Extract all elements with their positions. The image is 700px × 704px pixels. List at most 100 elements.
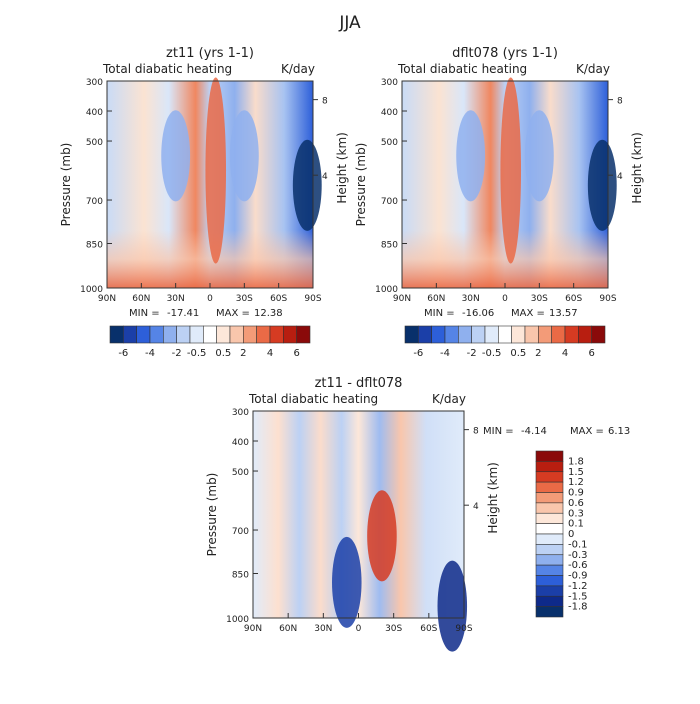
x-tick-label: 30S xyxy=(236,294,253,304)
y2-tick-label: 8 xyxy=(322,97,328,107)
y-tick-label: 700 xyxy=(232,527,249,537)
colorbar-label: 1.8 xyxy=(568,456,584,467)
y2-tick-label: 4 xyxy=(322,172,328,182)
x-tick-label: 60S xyxy=(565,294,582,304)
panels: zt11 (yrs 1-1)Total diabatic heating K/da… xyxy=(59,46,644,652)
x-tick-label: 30S xyxy=(531,294,548,304)
y-tick-label: 1000 xyxy=(375,285,398,295)
colorbar-label: 2 xyxy=(535,348,541,359)
colorbar-swatch xyxy=(269,325,284,344)
panel-subtitle-left: Total diabatic heating xyxy=(248,392,378,406)
x-tick-label: 30N xyxy=(462,294,480,304)
panel-subtitle-right: K/day xyxy=(432,392,466,406)
colorbar-swatch xyxy=(535,606,564,618)
panel-title: zt11 - dflt078 xyxy=(315,376,403,391)
x-tick-label: 60N xyxy=(279,624,297,634)
heatmap-feature-1 xyxy=(500,77,522,264)
y-tick-label: 850 xyxy=(381,240,398,250)
colorbar-swatch xyxy=(535,512,564,524)
min-value: -4.14 xyxy=(521,426,547,437)
colorbar-swatch xyxy=(535,502,564,514)
colorbar-label: 1.2 xyxy=(568,477,584,488)
chart-panel-2: dflt078 (yrs 1-1)Total diabatic heating K… xyxy=(354,46,644,359)
x-tick-label: 60S xyxy=(270,294,287,304)
y-axis-label: Pressure (mb) xyxy=(354,143,368,227)
panel-title: dflt078 (yrs 1-1) xyxy=(452,46,558,61)
heatmap-feature-2 xyxy=(332,536,362,628)
y2-axis-label: Height (km) xyxy=(335,132,349,203)
x-tick-label: 60N xyxy=(132,294,150,304)
y-axis-label: Pressure (mb) xyxy=(205,473,219,557)
y2-tick-label: 4 xyxy=(473,502,479,512)
colorbar-swatch xyxy=(535,450,564,462)
colorbar-swatch xyxy=(551,325,566,344)
x-tick-label: 90N xyxy=(98,294,116,304)
x-tick-label: 90N xyxy=(393,294,411,304)
heatmap-feature-2 xyxy=(456,110,486,202)
x-tick-label: 90N xyxy=(244,624,262,634)
colorbar-swatch xyxy=(535,492,564,504)
heatmap-feature-4 xyxy=(292,139,322,231)
y-tick-label: 700 xyxy=(381,197,398,207)
colorbar-label: -0.1 xyxy=(568,539,588,550)
y-tick-label: 500 xyxy=(86,138,103,148)
x-tick-label: 60N xyxy=(427,294,445,304)
y-tick-label: 300 xyxy=(232,408,249,418)
colorbar-label: -6 xyxy=(413,348,423,359)
colorbar-label: 0.9 xyxy=(568,488,584,499)
colorbar-label: -4 xyxy=(440,348,450,359)
colorbar-label: -2 xyxy=(172,348,182,359)
colorbar-label: 0.5 xyxy=(215,348,231,359)
chart-panel-1: zt11 (yrs 1-1)Total diabatic heating K/da… xyxy=(59,46,349,359)
y2-axis-label: Height (km) xyxy=(486,462,500,533)
colorbar-swatch xyxy=(176,325,191,344)
x-tick-label: 30N xyxy=(314,624,332,634)
colorbar-swatch xyxy=(109,325,124,344)
y-tick-label: 850 xyxy=(86,240,103,250)
heatmap-feature-3 xyxy=(437,560,468,652)
colorbar-label: 2 xyxy=(240,348,246,359)
colorbar-label: -1.5 xyxy=(568,591,588,602)
max-label: MAX = xyxy=(570,426,604,437)
y2-axis-label: Height (km) xyxy=(630,132,644,203)
x-tick-label: 90S xyxy=(599,294,616,304)
y2-tick-label: 4 xyxy=(617,172,623,182)
y2-tick-label: 8 xyxy=(473,427,479,437)
x-tick-label: 0 xyxy=(502,294,508,304)
y-tick-label: 300 xyxy=(381,78,398,88)
x-tick-label: 60S xyxy=(420,624,437,634)
colorbar-label: 6 xyxy=(293,348,299,359)
colorbar-label: -4 xyxy=(145,348,155,359)
colorbar-swatch xyxy=(535,595,564,607)
colorbar-swatch xyxy=(418,325,432,344)
figure-title: JJA xyxy=(338,13,361,33)
heatmap-feature-1 xyxy=(205,77,227,264)
y-tick-label: 1000 xyxy=(80,285,103,295)
colorbar-label: -2 xyxy=(467,348,477,359)
colorbar-swatch xyxy=(535,554,564,566)
min-value: -16.06 xyxy=(462,308,494,319)
colorbar-swatch xyxy=(591,325,606,344)
colorbar-swatch xyxy=(535,564,564,576)
y-tick-label: 400 xyxy=(86,108,103,118)
colorbar-swatch xyxy=(243,325,257,344)
colorbar-label: 4 xyxy=(562,348,568,359)
max-value: 13.57 xyxy=(549,308,578,319)
colorbar-swatch xyxy=(535,585,564,597)
panel-subtitle-right: K/day xyxy=(281,62,315,76)
colorbar-label: 1.5 xyxy=(568,467,584,478)
colorbar-swatch xyxy=(283,325,297,344)
x-tick-label: 30S xyxy=(385,624,402,634)
max-label: MAX = xyxy=(216,308,250,319)
y-tick-label: 700 xyxy=(86,197,103,207)
x-tick-label: 0 xyxy=(207,294,213,304)
colorbar-swatch xyxy=(535,575,564,587)
colorbar-label: 0.6 xyxy=(568,498,584,509)
heatmap-feature-1 xyxy=(367,490,397,582)
x-tick-label: 90S xyxy=(304,294,321,304)
max-value: 12.38 xyxy=(254,308,283,319)
y-tick-label: 500 xyxy=(232,468,249,478)
